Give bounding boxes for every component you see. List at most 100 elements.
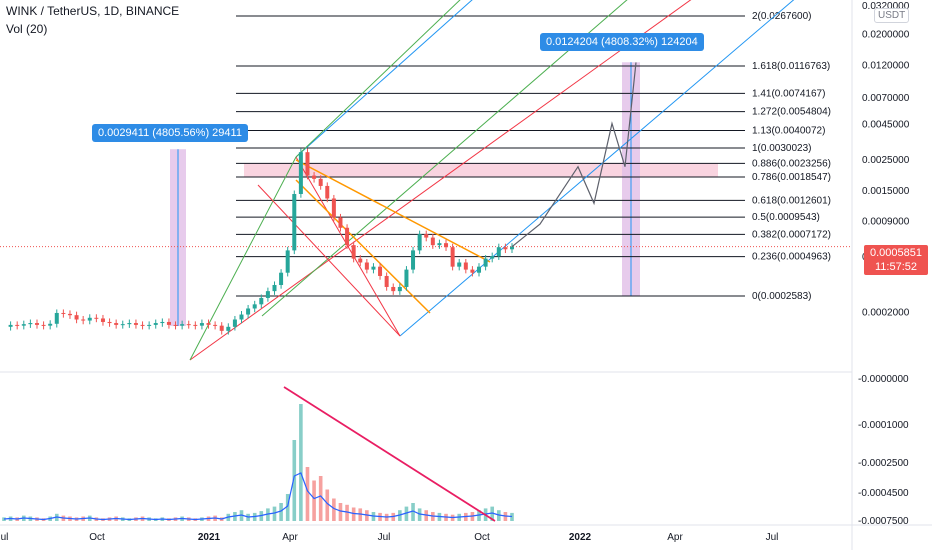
candle-body <box>510 246 514 250</box>
time-tick-label: Oct <box>89 532 105 543</box>
volume-bar <box>266 508 270 521</box>
time-tick-label: Jul <box>378 532 391 543</box>
candle-body <box>463 262 468 270</box>
price-tick-label: 0.0025000 <box>862 155 910 166</box>
candle-body <box>120 324 125 326</box>
candle-body <box>133 323 138 325</box>
candle-body <box>325 185 330 199</box>
volume-bar <box>417 508 422 521</box>
volume-tick-label: -0.0007500 <box>858 516 909 527</box>
volume-bar <box>305 467 310 521</box>
candle-body <box>21 324 26 326</box>
wedge-line <box>295 159 491 263</box>
fib-level-label: 1.618(0.0116763) <box>752 61 830 72</box>
candle-body <box>127 323 132 325</box>
resistance-zone <box>244 163 718 178</box>
channel-line <box>295 156 401 337</box>
volume-indicator-label[interactable]: Vol (20) <box>6 22 48 36</box>
channel-line <box>261 0 628 317</box>
candle-body <box>232 319 237 327</box>
candle-body <box>252 304 257 309</box>
candle-body <box>48 323 53 326</box>
candle-body <box>378 266 383 276</box>
volume-bar <box>404 506 409 521</box>
volume-bar <box>338 503 343 521</box>
price-tick-label: 0.0002000 <box>862 307 910 318</box>
current-price: 0.0005851 <box>870 247 922 259</box>
volume-bar <box>318 476 323 521</box>
candle-body <box>199 323 204 326</box>
fib-level-label: 1.272(0.0054804) <box>752 107 831 118</box>
candle-body <box>100 318 105 322</box>
candle-body <box>239 314 244 320</box>
candle-body <box>81 319 86 321</box>
price-candles <box>8 148 514 335</box>
candle-body <box>272 284 277 292</box>
channel-line <box>399 0 795 337</box>
time-tick-label: Apr <box>667 532 683 543</box>
candle-body <box>8 324 13 327</box>
candle-body <box>358 258 363 263</box>
candle-body <box>503 247 508 250</box>
price-tick-label: 0.0120000 <box>862 60 910 71</box>
candle-body <box>259 297 264 305</box>
candle-body <box>160 321 165 324</box>
candle-body <box>397 286 402 292</box>
currency-badge[interactable]: USDT <box>874 8 910 23</box>
price-tick-label: 0.0200000 <box>862 30 910 41</box>
volume-bar <box>279 503 283 521</box>
channel-line <box>257 184 401 337</box>
fib-level-label: 1.13(0.0040072) <box>752 126 825 137</box>
candle-body <box>180 324 185 326</box>
candle-body <box>457 262 462 267</box>
candle-body <box>411 250 416 270</box>
candle-body <box>15 324 20 326</box>
candle-body <box>477 266 482 273</box>
candle-body <box>417 234 422 251</box>
channel-line <box>189 0 692 361</box>
candle-body <box>34 323 39 325</box>
fib-level-label: 2(0.0267600) <box>752 11 812 22</box>
current-price-marker: 0.0005851 11:57:52 <box>864 245 928 275</box>
volume-trend-line <box>283 386 496 522</box>
candle-body <box>437 243 442 246</box>
fibonacci-levels: 2(0.0267600) 1.618(0.0116763) 1.41(0.00741… <box>236 11 831 302</box>
price-tick-label: 0.0045000 <box>862 120 910 131</box>
candle-body <box>312 175 317 179</box>
candle-body <box>153 323 158 325</box>
volume-bar <box>292 440 297 521</box>
bar-countdown: 11:57:52 <box>874 261 917 273</box>
candle-body <box>391 286 396 292</box>
candle-body <box>173 324 178 326</box>
candle-body <box>444 243 449 248</box>
candle-body <box>450 247 455 267</box>
price-tick-label: 0.0070000 <box>862 93 910 104</box>
time-tick-label: 2021 <box>198 532 221 543</box>
candle-body <box>193 324 198 326</box>
candle-body <box>186 324 191 326</box>
candle-body <box>87 317 92 321</box>
candle-body <box>364 262 369 270</box>
candle-body <box>246 308 251 315</box>
channel-line <box>295 0 473 158</box>
volume-tick-label: -0.0000000 <box>858 374 909 385</box>
candle-body <box>67 313 72 316</box>
fib-level-label: 0.618(0.0012601) <box>752 195 831 206</box>
candle-body <box>331 198 336 218</box>
time-axis[interactable]: Jul Oct 2021 Apr Jul Oct 2022 Apr Jul <box>0 524 932 543</box>
channel-line <box>189 156 297 361</box>
fib-level-label: 0.5(0.0009543) <box>752 212 820 223</box>
candle-body <box>298 152 303 195</box>
time-tick-label: 2022 <box>569 532 592 543</box>
candle-body <box>496 247 501 257</box>
volume-bar <box>312 480 316 521</box>
candle-body <box>345 227 350 246</box>
candle-body <box>265 291 270 298</box>
candle-body <box>490 256 495 259</box>
fib-level-label: 0(0.0002583) <box>752 291 812 302</box>
volume-bar <box>332 498 336 521</box>
candle-body <box>285 250 290 273</box>
fib-level-label: 0.236(0.0004963) <box>752 252 831 263</box>
time-tick-label: Oct <box>474 532 490 543</box>
